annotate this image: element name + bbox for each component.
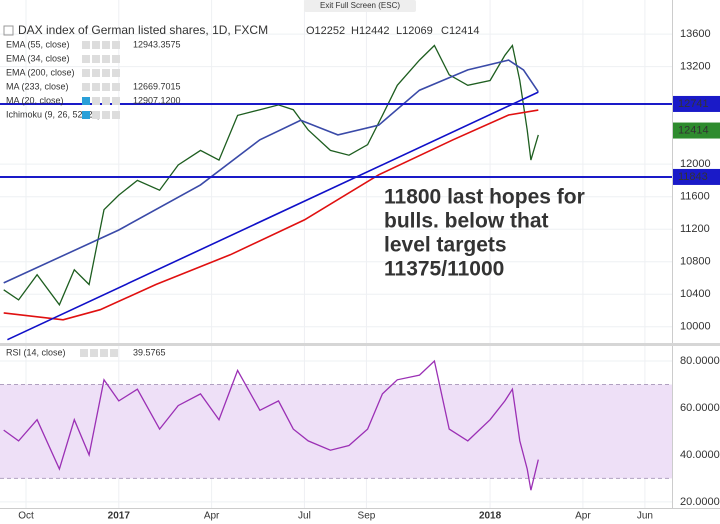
indicator-icon [102, 55, 110, 63]
y-tick-label: 10400 [680, 288, 711, 300]
indicator-icon [112, 83, 120, 91]
indicator-icon [112, 97, 120, 105]
exit-button[interactable] [304, 0, 416, 12]
indicator-name: MA (20, close) [6, 95, 64, 105]
y-tick-label: 10000 [680, 321, 711, 333]
y-tick-label: 12000 [680, 158, 711, 170]
grid [0, 0, 672, 508]
indicator-name: MA (233, close) [6, 81, 69, 91]
y-tick-label: 11600 [680, 191, 710, 203]
x-tick-label: Jun [637, 511, 653, 522]
indicator-icon [80, 349, 88, 357]
rsi-value: 39.5765 [133, 347, 166, 357]
y-tick-label: 40.0000 [680, 449, 720, 461]
x-tick-label: Apr [575, 511, 591, 522]
ohlc-value: H12442 [351, 25, 390, 37]
pane-separator [0, 343, 720, 346]
overlay: Exit Full Screen (ESC) 10000 10400 10800 11… [3, 0, 720, 522]
x-tick-label: 2017 [108, 511, 131, 522]
series-line [3, 359, 539, 491]
annotation: 11375/11000 [384, 258, 504, 281]
x-tick-label: Jul [298, 511, 311, 522]
indicator-icon [102, 69, 110, 77]
indicator-icon [112, 69, 120, 77]
y-tick-label: 13200 [680, 61, 711, 73]
indicator-icon [82, 97, 90, 105]
indicator-icon [92, 69, 100, 77]
indicator-icon [102, 41, 110, 49]
indicator-icon [82, 69, 90, 77]
x-tick-label: Oct [18, 511, 34, 522]
indicator-icon [92, 97, 100, 105]
ohlc-value: C12414 [441, 25, 480, 37]
indicator-name: Ichimoku (9, 26, 52, 26) [6, 109, 101, 119]
series-line [3, 109, 539, 321]
axis-border [672, 0, 673, 508]
indicator-name: EMA (200, close) [6, 67, 75, 77]
indicator-value: 12907.1200 [133, 95, 181, 105]
collapse-icon [3, 25, 14, 36]
x-tick-label: Apr [204, 511, 220, 522]
last-price-box [673, 122, 720, 139]
series-line [3, 59, 539, 284]
indicator-icon [102, 97, 110, 105]
x-tick-label: 2018 [479, 511, 502, 522]
indicator-icon [92, 41, 100, 49]
time-axis-border [0, 508, 720, 509]
y-tick-label: 11200 [680, 223, 710, 235]
indicator-icon [82, 111, 90, 119]
indicator-icon [112, 111, 120, 119]
ohlc-value: O12252 [306, 25, 345, 37]
indicator-icon [100, 349, 108, 357]
indicator-icon [112, 41, 120, 49]
rsi-band [0, 384, 672, 479]
annotation: bulls. below that [384, 210, 549, 233]
chart-title: DAX index of German listed shares, 1D, F… [18, 23, 268, 37]
indicator-icon [92, 55, 100, 63]
indicator-icon [90, 349, 98, 357]
exit-text[interactable]: Exit Full Screen (ESC) [320, 1, 400, 10]
indicator-icon [92, 111, 100, 119]
indicator-value: 12669.7015 [133, 81, 181, 91]
indicator-name: EMA (55, close) [6, 39, 70, 49]
indicator-icon [102, 111, 110, 119]
y-tick-label: 10800 [680, 256, 711, 268]
indicator-icon [110, 349, 118, 357]
y-tick-label: 80.0000 [680, 355, 720, 367]
annotation: level targets [384, 234, 507, 257]
price-label: 11843 [678, 171, 708, 183]
indicator-icon [102, 83, 110, 91]
ohlc-value: L12069 [396, 25, 433, 37]
price-label-box [673, 95, 720, 112]
indicator-icon [82, 55, 90, 63]
y-tick-label: 20.0000 [680, 496, 720, 508]
y-tick-label: 60.0000 [680, 402, 720, 414]
rsi-title: RSI (14, close) [6, 347, 66, 357]
indicator-value: 12943.3575 [133, 39, 181, 49]
price-label: 12741 [678, 98, 709, 110]
indicator-icon [92, 83, 100, 91]
indicator-icon [112, 55, 120, 63]
y-tick-label: 13600 [680, 28, 711, 40]
last-price-label: 12414 [678, 124, 709, 136]
annotation: 11800 last hopes for [384, 186, 585, 209]
series-line [7, 91, 539, 341]
price-label-box [673, 168, 720, 185]
indicator-name: EMA (34, close) [6, 53, 70, 63]
indicator-icon [82, 41, 90, 49]
indicator-icon [82, 83, 90, 91]
x-tick-label: Sep [358, 511, 376, 522]
